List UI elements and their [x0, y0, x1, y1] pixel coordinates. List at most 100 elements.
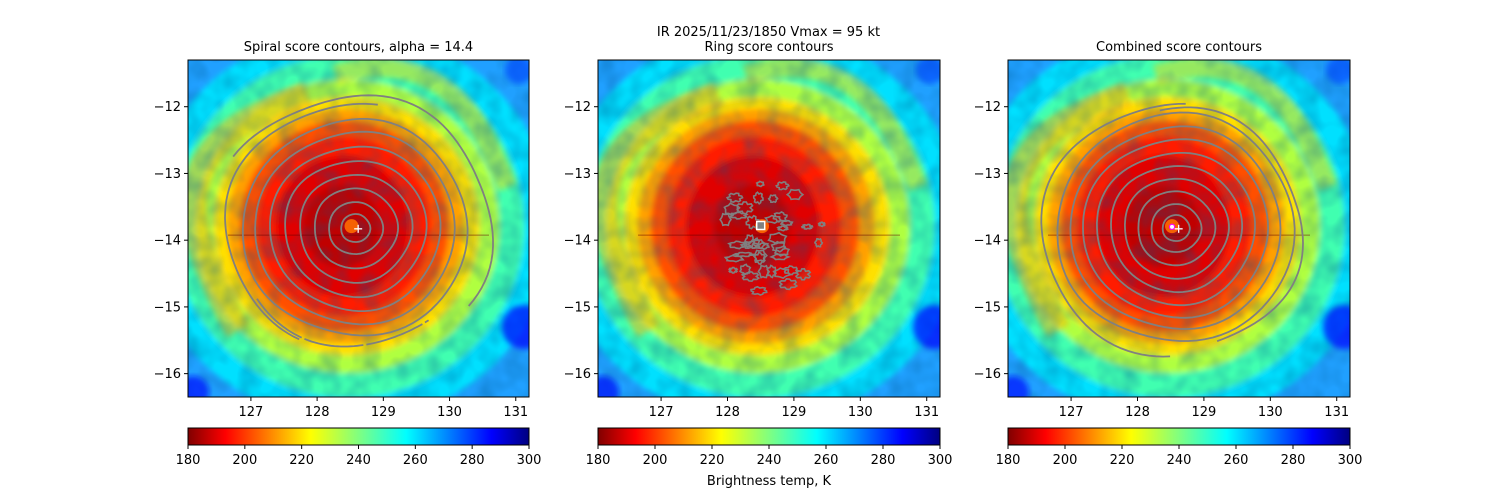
contour-blob: [775, 181, 790, 191]
contour-blob: [750, 285, 768, 296]
contour-ring: [328, 201, 385, 256]
contour-ring: [1069, 125, 1282, 330]
contour-ring: [1082, 138, 1270, 319]
score-contours: [1040, 102, 1304, 358]
contour-blob: [740, 270, 761, 283]
contour-ring: [242, 118, 469, 337]
contour-blob: [800, 223, 814, 230]
colorbar-tick-label: 300: [928, 453, 953, 468]
contour-ring: [1137, 190, 1217, 267]
x-tick-label: 130: [1258, 405, 1283, 420]
contour-blob: [767, 231, 788, 245]
contour-outer-arc: [1159, 106, 1304, 343]
contour-blob: [813, 237, 824, 248]
y-tick-label: −12: [154, 100, 181, 115]
colorbar: 180 200 220 240 260 280 300: [996, 427, 1363, 468]
colorbar: 180 200 220 240 260 280 300: [176, 427, 541, 468]
contour-blob: [794, 267, 812, 281]
contour-outer-arc: [224, 102, 378, 341]
contour-blob: [767, 194, 779, 204]
colorbar-tick-label: 180: [586, 453, 611, 468]
y-tick-label: −13: [154, 167, 181, 182]
contour-blob: [719, 212, 732, 227]
panel-2: Ring score contours 127 128 129 130 131 −12 −13…: [564, 40, 953, 468]
colorbar-tick-label: 200: [1053, 453, 1078, 468]
colorbar-gradient: [187, 427, 530, 446]
y-tick-label: −16: [564, 367, 591, 382]
colorbar-tick-label: 260: [1224, 453, 1249, 468]
colorbar-tick-label: 280: [1281, 453, 1306, 468]
center-marker-plus: [1174, 224, 1183, 233]
x-tick-label: 127: [649, 405, 674, 420]
colorbar-tick-label: 220: [289, 453, 314, 468]
contour-blob: [785, 188, 805, 201]
y-tick-label: −15: [154, 300, 181, 315]
y-tick-label: −16: [154, 367, 181, 382]
colorbar-tick-label: 300: [1338, 453, 1363, 468]
colorbar-tick-label: 220: [1110, 453, 1135, 468]
colorbar-tick-label: 200: [643, 453, 668, 468]
y-tick-label: −14: [154, 234, 181, 249]
x-tick-label: 128: [1125, 405, 1150, 420]
contour-ring: [269, 145, 442, 312]
contour-blob: [753, 251, 766, 266]
y-tick-label: −13: [974, 167, 1001, 182]
colorbar-tick-label: 280: [871, 453, 896, 468]
x-tick-label: 127: [238, 405, 263, 420]
x-tick-label: 130: [437, 405, 462, 420]
contour-ring: [1056, 111, 1296, 342]
contour-blob: [727, 240, 749, 250]
panel-title: Ring score contours: [704, 40, 833, 55]
axes-frame: [187, 59, 530, 398]
center-marker-plus: [354, 224, 363, 233]
panels: Spiral score contours, alpha = 14.4 127 12…: [154, 40, 1363, 468]
contour-blob: [752, 191, 764, 205]
x-tick-label: 128: [305, 405, 330, 420]
y-tick-label: −14: [564, 234, 591, 249]
y-tick-label: −13: [564, 167, 591, 182]
contour-blob: [728, 266, 739, 274]
contour-blob: [735, 201, 754, 215]
contour-blob: [764, 214, 783, 224]
colorbar-gradient: [597, 427, 941, 446]
axes-frame: [1007, 59, 1351, 398]
contour-ring: [254, 130, 456, 326]
contour-ring: [1123, 177, 1230, 280]
contour-blob: [773, 245, 791, 257]
contour-blob: [766, 264, 777, 279]
colorbar-tick-label: 240: [757, 453, 782, 468]
contour-blob: [817, 221, 826, 228]
x-tick-label: 128: [715, 405, 740, 420]
colorbar-tick-label: 240: [1167, 453, 1192, 468]
colorbar-tick-label: 260: [403, 453, 428, 468]
figure-suptitle: IR 2025/11/23/1850 Vmax = 95 kt: [657, 25, 880, 40]
colorbar-label: Brightness temp, K: [707, 474, 832, 489]
ir-image: [188, 60, 529, 397]
contour-blob: [770, 240, 787, 253]
contour-ring: [314, 187, 400, 270]
contour-ring: [1095, 152, 1256, 307]
x-tick-label: 131: [1324, 405, 1349, 420]
colorbar-gradient: [1007, 427, 1351, 446]
contour-ring: [284, 160, 428, 299]
colorbar-tick-label: 260: [814, 453, 839, 468]
center-marker-circle: [1168, 223, 1176, 231]
y-tick-label: −15: [974, 300, 1001, 315]
panel-3: Combined score contours 127 128 129 130 131 −1…: [974, 40, 1363, 468]
colorbar: 180 200 220 240 260 280 300: [586, 427, 953, 468]
contour-ring: [340, 213, 372, 243]
contour-blob: [779, 219, 794, 227]
x-tick-label: 130: [848, 405, 873, 420]
contour-blob: [731, 251, 757, 258]
contour-blob: [757, 264, 771, 279]
y-tick-label: −15: [564, 300, 591, 315]
contour-blob: [776, 225, 790, 232]
contour-blob: [782, 265, 800, 276]
contour-ring: [299, 173, 414, 284]
panel-title: Spiral score contours, alpha = 14.4: [244, 40, 473, 55]
contour-blob: [744, 234, 756, 249]
contour-blob: [728, 211, 749, 220]
contour-ring: [1150, 203, 1203, 253]
axes-frame: [597, 59, 941, 398]
